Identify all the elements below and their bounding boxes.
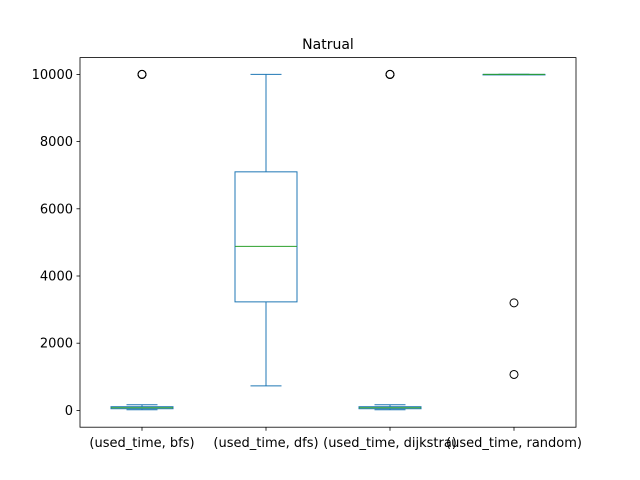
y-tick-label: 4000 [40,270,73,285]
outlier-point [385,69,395,79]
box-group-1 [234,73,298,387]
x-tick-label: (used_time, bfs) [89,436,194,451]
x-tick-label: (used_time, random) [446,436,582,451]
y-tick-label: 0 [65,404,73,419]
axes-frame [79,57,577,428]
y-tick-label: 2000 [40,337,73,352]
y-tick-label: 8000 [40,135,73,150]
x-axis: (used_time, bfs) (used_time, dfs) (used_ti… [89,427,582,451]
plot-area [110,69,546,411]
outlier-point [137,69,147,79]
outlier-point [509,369,519,379]
x-tick-label: (used_time, dfs) [213,436,318,451]
box-group-0 [110,69,174,411]
box [234,171,298,303]
chart-title: Natrual [302,37,354,53]
x-tick-label: (used_time, dijkstra) [323,436,457,451]
outlier-point [509,298,519,308]
y-tick-label: 10000 [32,68,73,83]
box-group-3 [482,73,546,379]
y-tick-label: 6000 [40,202,73,217]
y-axis: 0 2000 4000 6000 8000 10000 [32,68,80,419]
box-group-2 [358,69,422,411]
